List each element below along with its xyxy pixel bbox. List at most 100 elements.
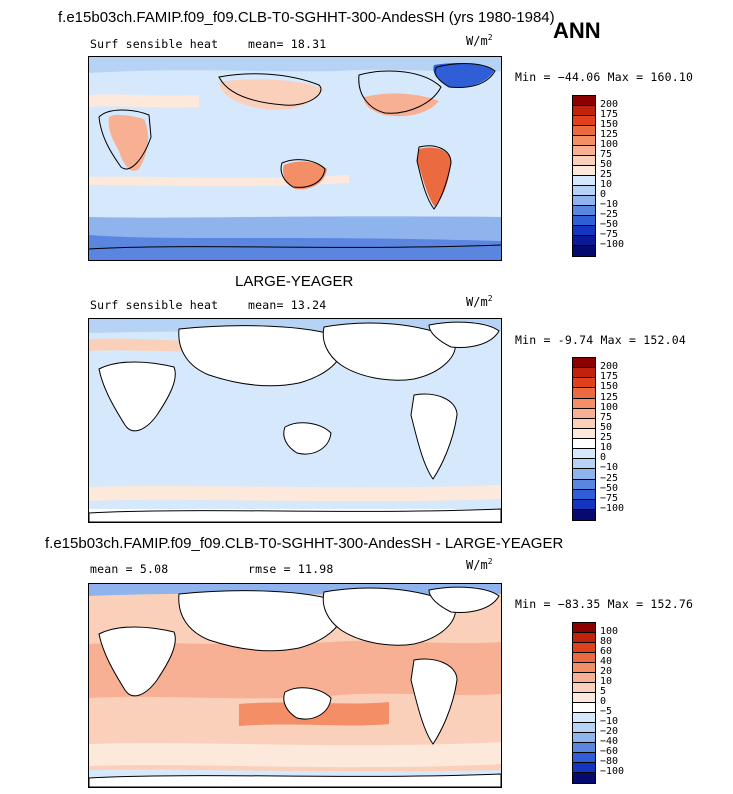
colorbar-tick-label: −75 bbox=[600, 229, 619, 240]
colorbar-tick-label: −50 bbox=[600, 219, 619, 230]
colorbar-swatch bbox=[573, 773, 595, 783]
colorbar-tick-label: 50 bbox=[600, 421, 613, 433]
colorbar-swatch bbox=[573, 733, 595, 743]
colorbar-swatch bbox=[573, 378, 595, 389]
panel2-field-label: Surf sensible heat bbox=[90, 298, 219, 312]
panel2-minmax: Min = -9.74 Max = 152.04 bbox=[515, 333, 686, 347]
colorbar-swatch bbox=[573, 96, 595, 106]
colorbar-tick-label: 100 bbox=[600, 626, 619, 637]
colorbar-swatch bbox=[573, 106, 595, 116]
colorbar-swatch bbox=[573, 469, 595, 480]
colorbar-tick-label: 200 bbox=[600, 361, 619, 373]
colorbar-tick-label: −25 bbox=[600, 472, 619, 484]
colorbar-tick-label: 40 bbox=[600, 656, 613, 667]
panel2-units: W/m2 bbox=[466, 294, 493, 309]
colorbar-tick-label: 100 bbox=[600, 139, 619, 150]
panel3-rmse: rmse = 11.98 bbox=[248, 562, 334, 576]
colorbar-tick-label: 75 bbox=[600, 149, 613, 160]
panel2-colorbar bbox=[572, 357, 596, 521]
colorbar-swatch bbox=[573, 633, 595, 643]
colorbar-tick-label: 175 bbox=[600, 109, 619, 120]
colorbar-swatch bbox=[573, 623, 595, 633]
colorbar-tick-label: 150 bbox=[600, 119, 619, 130]
colorbar-tick-label: 60 bbox=[600, 646, 613, 657]
colorbar-tick-label: 5 bbox=[600, 686, 607, 697]
colorbar-swatch bbox=[573, 459, 595, 470]
colorbar-swatch bbox=[573, 428, 595, 439]
panel2-mean: mean= 13.24 bbox=[248, 298, 327, 312]
colorbar-tick-label: −20 bbox=[600, 726, 619, 737]
season-label: ANN bbox=[553, 18, 601, 43]
colorbar-tick-label: −5 bbox=[600, 706, 613, 717]
colorbar-swatch bbox=[573, 763, 595, 773]
colorbar-swatch bbox=[573, 216, 595, 226]
colorbar-swatch bbox=[573, 368, 595, 379]
colorbar-swatch bbox=[573, 388, 595, 399]
colorbar-swatch bbox=[573, 236, 595, 246]
panel3-map bbox=[88, 583, 502, 788]
panel1-field-label: Surf sensible heat bbox=[90, 37, 219, 51]
panel1-title: f.e15b03ch.FAMIP.f09_f09.CLB-T0-SGHHT-30… bbox=[58, 9, 555, 26]
colorbar-tick-label: 25 bbox=[600, 432, 613, 443]
colorbar-swatch bbox=[573, 186, 595, 196]
panel3-map-svg bbox=[89, 584, 501, 787]
colorbar-tick-label: 10 bbox=[600, 179, 613, 190]
colorbar-swatch bbox=[573, 673, 595, 683]
panel2-title: LARGE-YEAGER bbox=[235, 273, 354, 290]
colorbar-swatch bbox=[573, 136, 595, 146]
colorbar-tick-label: −80 bbox=[600, 756, 619, 767]
colorbar-swatch bbox=[573, 489, 595, 500]
panel3-colorbar bbox=[572, 622, 596, 784]
colorbar-swatch bbox=[573, 246, 595, 256]
colorbar-swatch bbox=[573, 723, 595, 733]
colorbar-tick-label: 20 bbox=[600, 666, 613, 677]
colorbar-swatch bbox=[573, 116, 595, 126]
panel1-colorbar bbox=[572, 95, 596, 257]
colorbar-swatch bbox=[573, 358, 595, 369]
panel2-map-svg bbox=[89, 319, 501, 522]
colorbar-swatch bbox=[573, 398, 595, 409]
colorbar-swatch bbox=[573, 663, 595, 673]
colorbar-tick-label: 0 bbox=[600, 452, 607, 464]
colorbar-swatch bbox=[573, 449, 595, 460]
colorbar-tick-label: 0 bbox=[600, 696, 607, 707]
colorbar-tick-label: −10 bbox=[600, 716, 619, 727]
colorbar-tick-label: −60 bbox=[600, 746, 619, 757]
colorbar-swatch bbox=[573, 643, 595, 653]
colorbar-swatch bbox=[573, 499, 595, 510]
colorbar-swatch bbox=[573, 166, 595, 176]
colorbar-tick-label: 100 bbox=[600, 401, 619, 413]
colorbar-tick-label: 25 bbox=[600, 169, 613, 180]
colorbar-tick-label: 125 bbox=[600, 129, 619, 140]
panel1-minmax: Min = −44.06 Max = 160.10 bbox=[515, 70, 694, 84]
colorbar-tick-label: −75 bbox=[600, 492, 619, 504]
colorbar-tick-label: −50 bbox=[600, 482, 619, 494]
colorbar-swatch bbox=[573, 176, 595, 186]
colorbar-tick-label: 75 bbox=[600, 411, 613, 423]
colorbar-tick-label: 10 bbox=[600, 442, 613, 454]
panel3-units: W/m2 bbox=[466, 557, 493, 572]
colorbar-tick-label: −25 bbox=[600, 209, 619, 220]
colorbar-swatch bbox=[573, 408, 595, 419]
colorbar-swatch bbox=[573, 196, 595, 206]
colorbar-tick-label: −10 bbox=[600, 462, 619, 474]
colorbar-tick-label: 175 bbox=[600, 371, 619, 383]
colorbar-tick-label: 50 bbox=[600, 159, 613, 170]
colorbar-tick-label: 80 bbox=[600, 636, 613, 647]
colorbar-tick-label: 150 bbox=[600, 381, 619, 393]
colorbar-tick-label: −10 bbox=[600, 199, 619, 210]
colorbar-swatch bbox=[573, 206, 595, 216]
colorbar-swatch bbox=[573, 226, 595, 236]
panel1-map bbox=[88, 56, 502, 261]
panel2-map bbox=[88, 318, 502, 523]
colorbar-swatch bbox=[573, 156, 595, 166]
colorbar-swatch bbox=[573, 713, 595, 723]
colorbar-swatch bbox=[573, 146, 595, 156]
panel3-minmax: Min = −83.35 Max = 152.76 bbox=[515, 597, 694, 611]
colorbar-tick-label: −40 bbox=[600, 736, 619, 747]
colorbar-tick-label: −100 bbox=[600, 502, 625, 514]
panel1-mean: mean= 18.31 bbox=[248, 37, 327, 51]
colorbar-tick-label: 200 bbox=[600, 99, 619, 110]
colorbar-tick-label: 0 bbox=[600, 189, 607, 200]
colorbar-swatch bbox=[573, 479, 595, 490]
